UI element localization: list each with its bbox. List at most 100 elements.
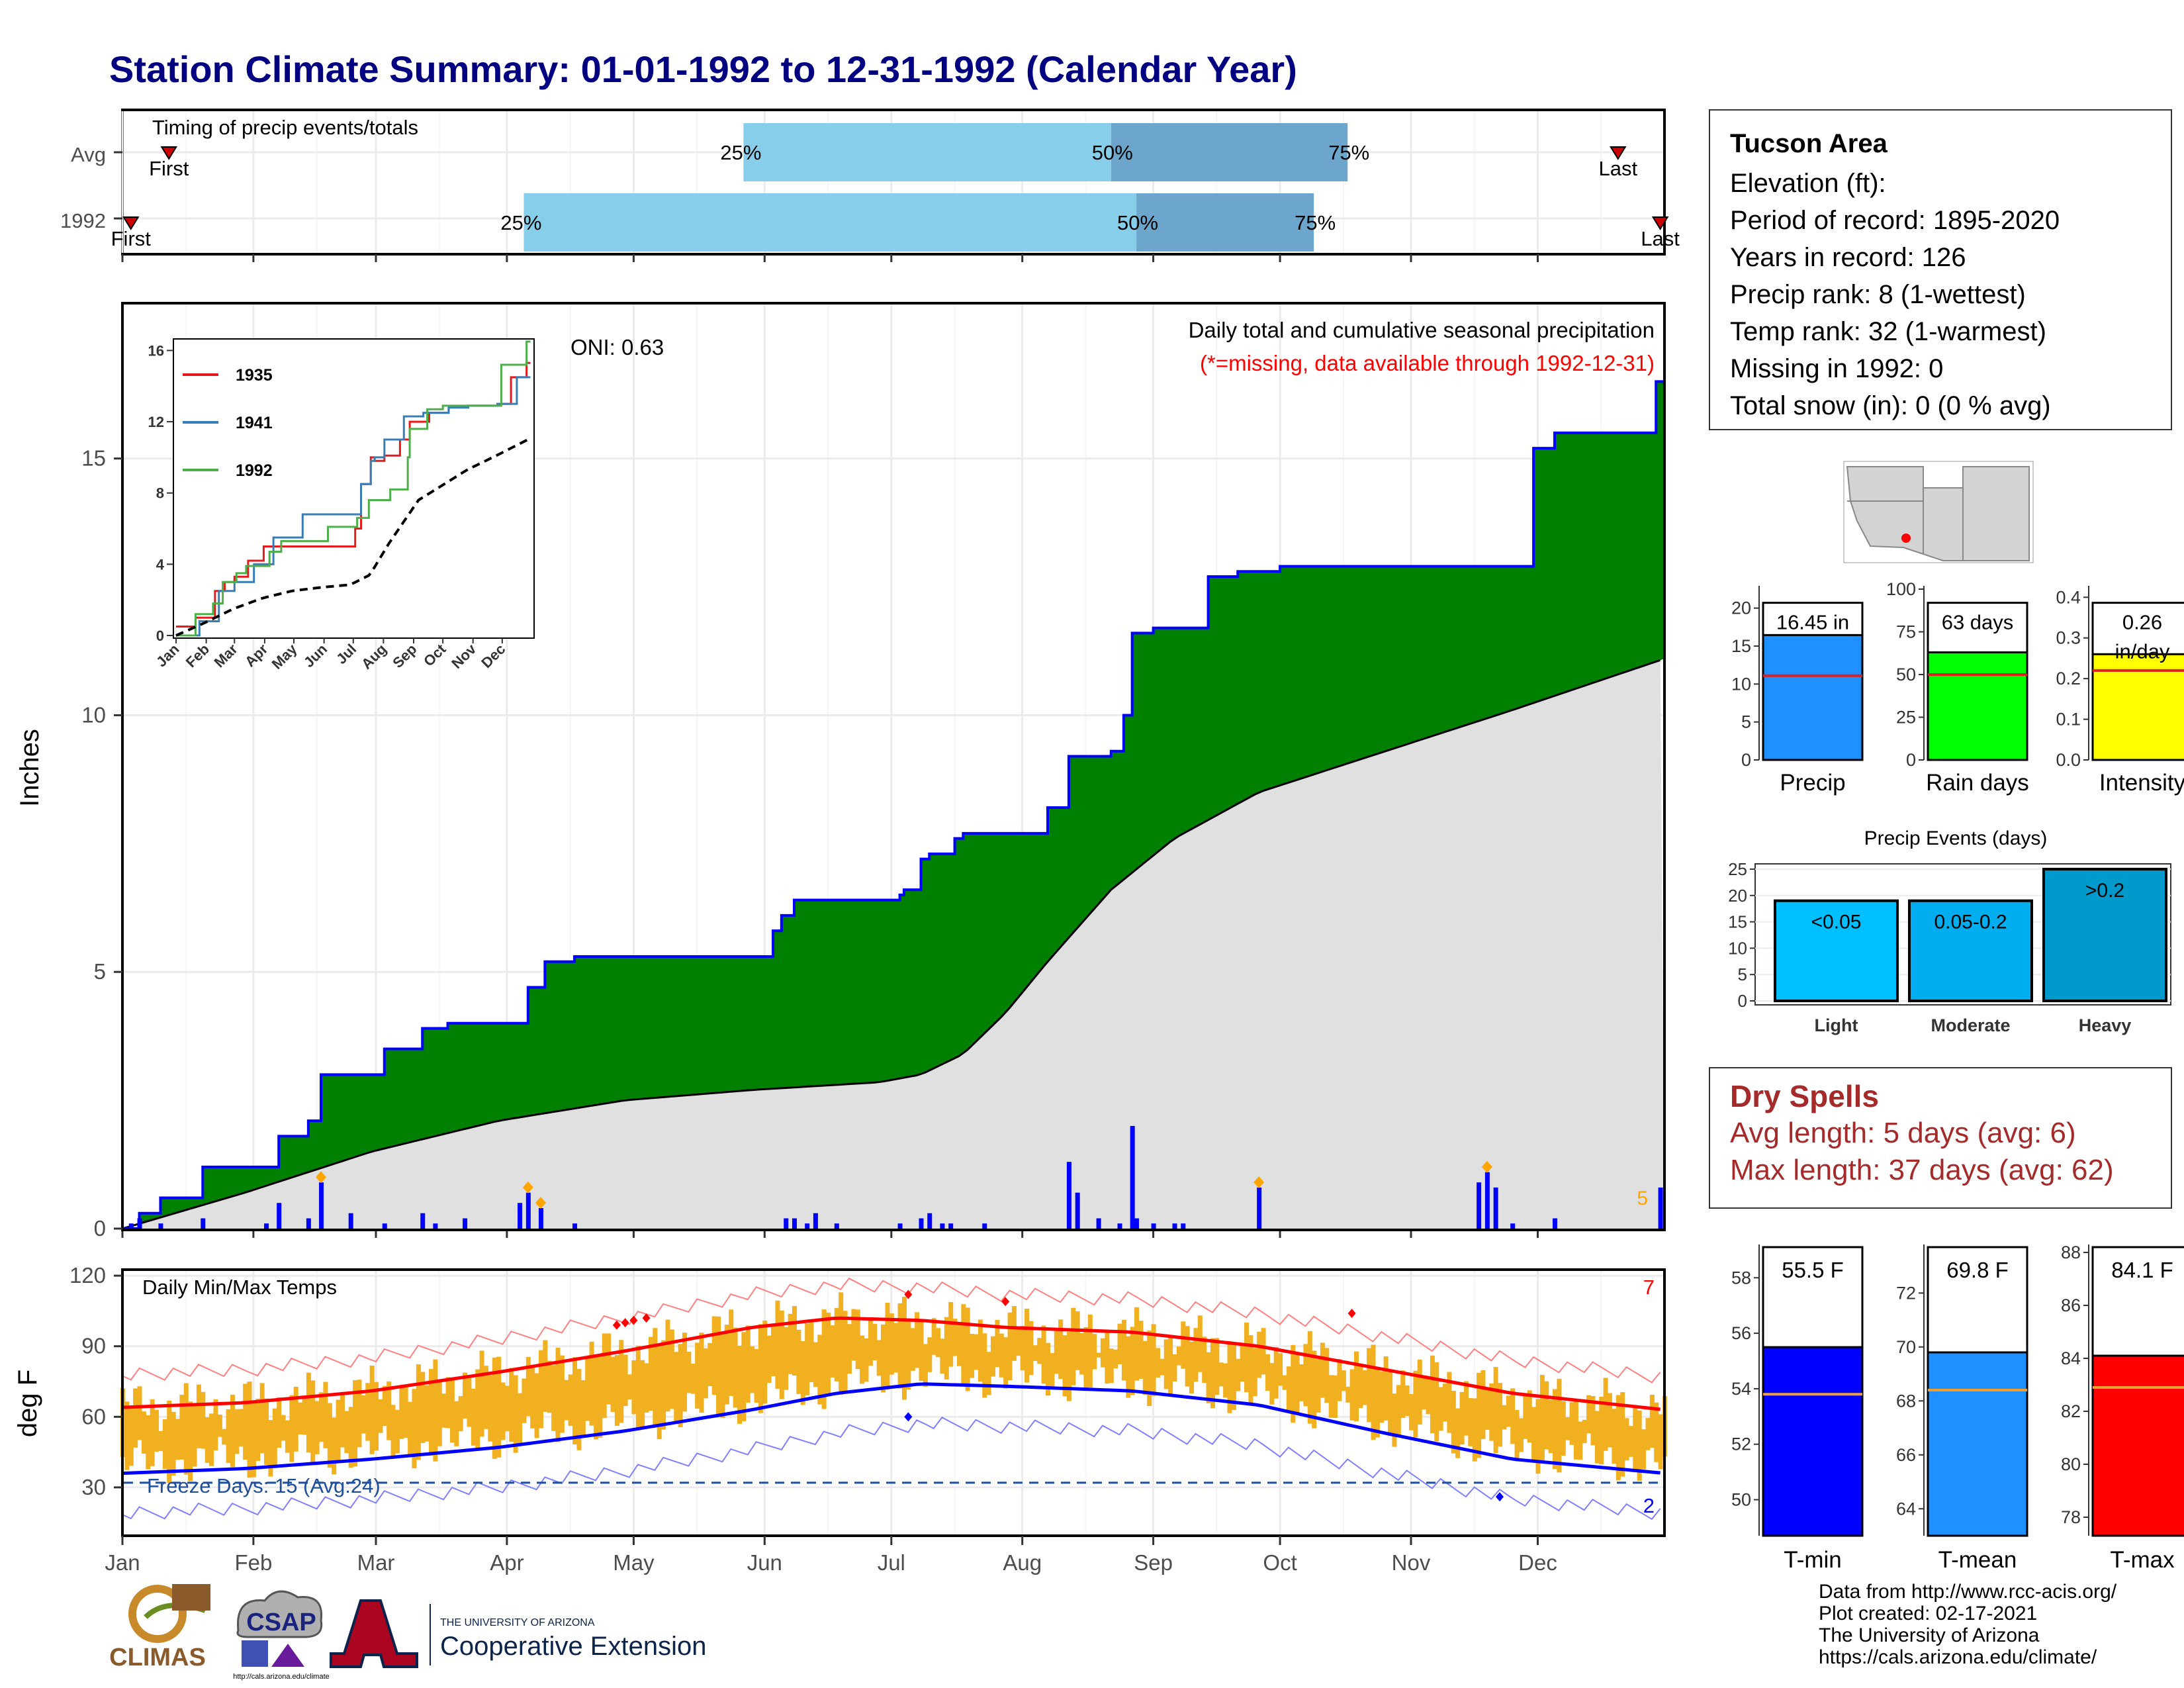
month-tick-label: Oct [1263,1550,1297,1575]
precip-ytick-label: 10 [81,702,106,727]
events-bar [2042,867,2167,1003]
events-bar [1774,899,1899,1002]
daily-temp-bar [952,1319,958,1356]
daily-temp-bar [445,1377,451,1429]
daily-precip-bar [1181,1223,1186,1229]
daily-temp-bar [492,1357,497,1459]
timing-pct-label: 75% [1295,211,1336,234]
daily-temp-bar [559,1355,565,1433]
daily-precip-bar [137,1218,142,1229]
events-category-label: Heavy [2079,1015,2132,1035]
daily-temp-bar [648,1336,653,1411]
daily-temp-bar [374,1382,379,1451]
daily-temp-bar [1273,1346,1279,1399]
daily-temp-bar [124,1401,130,1470]
daily-temp-bar [183,1383,189,1475]
daily-temp-bar [860,1335,865,1384]
daily-temp-bar [387,1381,392,1440]
dry-spells-avg: Avg length: 5 days (avg: 6) [1730,1117,2076,1149]
daily-precip-bar [1477,1182,1482,1229]
daily-temp-bar [1185,1326,1190,1387]
daily-precip-bar [264,1223,269,1229]
daily-temp-bar [956,1323,962,1366]
inset-ytick-label: 16 [148,342,164,359]
daily-temp-bar [1658,1414,1663,1470]
daily-precip-bar [940,1223,945,1229]
daily-temp-bar [353,1380,358,1467]
temp-bar-ytick: 68 [1896,1391,1916,1411]
daily-temp-bar [285,1420,290,1453]
daily-temp-bar [729,1309,734,1396]
daily-temp-bar [365,1383,371,1441]
main-charts: 25% 50% 75% First Last 25% 50% 75% First Last Tim… [13,109,1680,1575]
daily-temp-bar [437,1382,442,1446]
daily-temp-bar [1371,1344,1376,1440]
temp-ytick-label: 120 [69,1263,106,1288]
mini-bar-ytick: 0 [1906,750,1916,770]
daily-temp-bar [348,1407,353,1468]
daily-temp-bar [1147,1331,1152,1407]
daily-temp-bar [314,1401,320,1454]
temp-ylabel: deg F [13,1370,42,1437]
daily-temp-bar [158,1430,163,1452]
daily-temp-bar [179,1395,185,1460]
daily-temp-bar [716,1316,721,1414]
daily-temp-bar [754,1348,759,1403]
daily-temp-bar [433,1359,438,1462]
daily-temp-bar [1062,1335,1068,1397]
events-ytick: 25 [1728,859,1747,879]
daily-temp-bar [483,1366,488,1429]
max-record-count: 7 [1643,1276,1655,1299]
daily-temp-bar [1197,1315,1203,1372]
temp-bar-category-label: T-mean [1938,1547,2017,1573]
station-temp-rank: Temp rank: 32 (1-warmest) [1730,317,2046,346]
daily-temp-bar [805,1323,810,1395]
csap-logo-text: CSAP [246,1609,316,1636]
timing-pct-label: 25% [500,211,541,234]
mini-bar-ytick: 15 [1731,636,1751,656]
daily-temp-bar [657,1344,662,1440]
daily-temp-bar [128,1409,134,1466]
daily-temp-bar [154,1409,159,1452]
temp-frame [121,1268,1666,1537]
daily-temp-bar [1654,1402,1659,1462]
mini-bar-ytick: 0.0 [2056,750,2081,770]
daily-temp-bar [661,1340,666,1430]
daily-precip-bar [319,1182,324,1229]
daily-temp-bar [1582,1419,1587,1444]
daily-temp-bar [826,1312,831,1393]
temp-bar-value-label: 84.1 F [2111,1258,2173,1282]
daily-temp-bar [986,1352,991,1395]
timing-pct-label: 25% [720,141,761,164]
daily-temp-bar [1291,1344,1296,1423]
daily-temp-bar [543,1340,548,1412]
daily-temp-bar [1214,1338,1220,1395]
daily-temp-bar [310,1380,316,1464]
daily-temp-bar [678,1344,683,1428]
daily-precip-bar [518,1203,523,1229]
daily-precip-bar [525,1192,531,1229]
timing-row-avg-label: Avg [71,143,106,166]
events-bar-label: 0.05-0.2 [1934,912,2007,933]
daily-temp-bar [1168,1336,1173,1395]
daily-temp-bar [458,1395,463,1432]
credit-data-source: Data from http://www.rcc-acis.org/ [1819,1581,2117,1603]
daily-temp-bar [1561,1401,1566,1456]
daily-temp-bar [1459,1391,1465,1445]
daily-temp-bar [1489,1383,1494,1441]
csap-url-text: http://cals.arizona.edu/climate [233,1673,330,1681]
daily-temp-bar [784,1327,789,1390]
daily-temp-bar [1016,1326,1021,1356]
daily-temp-bar [1337,1359,1342,1401]
daily-temp-bar [1324,1348,1330,1403]
daily-temp-bar [226,1409,231,1464]
daily-temp-bar [1278,1353,1283,1386]
daily-temp-bar [281,1415,286,1441]
daily-temp-bar [534,1373,539,1438]
daily-temp-bar [504,1385,510,1432]
daily-precip-bar [897,1223,903,1229]
temp-bar-ytick: 58 [1731,1268,1751,1288]
temp-bar-value [2091,1354,2184,1537]
daily-temp-bar [720,1334,725,1419]
daily-temp-bar [1573,1399,1578,1460]
